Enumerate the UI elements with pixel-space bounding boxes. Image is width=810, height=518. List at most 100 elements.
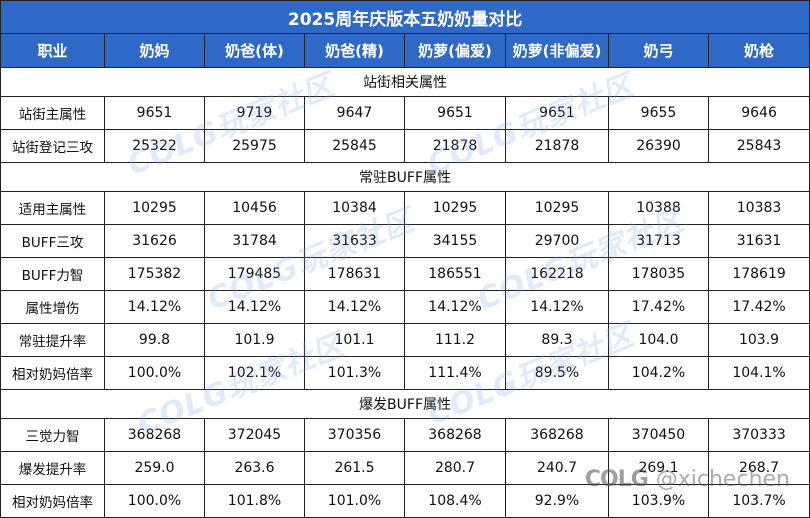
value-cell: 372045 <box>204 418 305 452</box>
value-cell: 259.0 <box>104 451 205 485</box>
value-cell: 370450 <box>608 418 709 452</box>
header-cell: 奶萝(非偏爱) <box>505 33 609 68</box>
table-row: 站街登记三攻 25322 25975 25845 21878 21878 26390 2584… <box>0 129 810 163</box>
value-cell: 89.3 <box>505 323 609 357</box>
header-cell: 奶爸(体) <box>204 33 305 68</box>
value-cell: 10295 <box>104 191 205 225</box>
value-cell: 25843 <box>707 129 810 163</box>
table-row: 常驻提升率 99.8 101.9 101.1 111.2 89.3 104.0 103.9 <box>0 323 810 357</box>
header-row: 职业 奶妈 奶爸(体) 奶爸(精) 奶萝(偏爱) 奶萝(非偏爱) 奶弓 奶枪 <box>0 33 810 68</box>
value-cell: 178631 <box>304 257 405 291</box>
value-cell: 268.7 <box>707 451 810 485</box>
header-cell: 奶弓 <box>608 33 709 68</box>
value-cell: 100.0% <box>104 484 205 518</box>
table-title: 2025周年庆版本五奶奶量对比 <box>0 0 810 34</box>
row-label: 相对奶妈倍率 <box>0 484 105 518</box>
row-label: BUFF力智 <box>0 257 105 291</box>
row-label: 适用主属性 <box>0 191 105 225</box>
value-cell: 9651 <box>505 96 609 130</box>
value-cell: 101.1 <box>304 323 405 357</box>
value-cell: 178035 <box>608 257 709 291</box>
value-cell: 175382 <box>104 257 205 291</box>
table-row: 相对奶妈倍率 100.0% 101.8% 101.0% 108.4% 92.9% 103.9… <box>0 484 810 518</box>
header-cell: 奶爸(精) <box>304 33 405 68</box>
value-cell: 10456 <box>204 191 305 225</box>
value-cell: 92.9% <box>505 484 609 518</box>
row-label: 站街主属性 <box>0 96 105 130</box>
value-cell: 31713 <box>608 224 709 258</box>
value-cell: 104.2% <box>608 356 709 390</box>
header-cell: 奶枪 <box>707 33 810 68</box>
value-cell: 21878 <box>505 129 609 163</box>
section-row: 常驻BUFF属性 <box>0 162 810 192</box>
header-cell: 奶妈 <box>104 33 205 68</box>
value-cell: 9719 <box>204 96 305 130</box>
value-cell: 261.5 <box>304 451 405 485</box>
value-cell: 178619 <box>707 257 810 291</box>
value-cell: 370333 <box>707 418 810 452</box>
value-cell: 99.8 <box>104 323 205 357</box>
value-cell: 240.7 <box>505 451 609 485</box>
section-title: 常驻BUFF属性 <box>0 162 810 192</box>
value-cell: 10383 <box>707 191 810 225</box>
value-cell: 10295 <box>404 191 506 225</box>
row-label: 相对奶妈倍率 <box>0 356 105 390</box>
value-cell: 21878 <box>404 129 506 163</box>
table-row: 站街主属性 9651 9719 9647 9651 9651 9655 9646 <box>0 96 810 130</box>
value-cell: 162218 <box>505 257 609 291</box>
header-cell-profession: 职业 <box>0 33 105 68</box>
row-label: 站街登记三攻 <box>0 129 105 163</box>
value-cell: 104.1% <box>707 356 810 390</box>
value-cell: 103.9 <box>707 323 810 357</box>
value-cell: 17.42% <box>707 290 810 324</box>
table-row: BUFF三攻 31626 31784 31633 34155 29700 31713 3163… <box>0 224 810 258</box>
value-cell: 370356 <box>304 418 405 452</box>
value-cell: 31633 <box>304 224 405 258</box>
value-cell: 179485 <box>204 257 305 291</box>
value-cell: 10388 <box>608 191 709 225</box>
value-cell: 108.4% <box>404 484 506 518</box>
value-cell: 9651 <box>104 96 205 130</box>
value-cell: 14.12% <box>304 290 405 324</box>
value-cell: 101.9 <box>204 323 305 357</box>
value-cell: 263.6 <box>204 451 305 485</box>
value-cell: 14.12% <box>204 290 305 324</box>
value-cell: 10384 <box>304 191 405 225</box>
value-cell: 14.12% <box>404 290 506 324</box>
table-row: 适用主属性 10295 10456 10384 10295 10295 10388 10383 <box>0 191 810 225</box>
section-row: 爆发BUFF属性 <box>0 389 810 419</box>
value-cell: 368268 <box>404 418 506 452</box>
value-cell: 9655 <box>608 96 709 130</box>
value-cell: 101.0% <box>304 484 405 518</box>
header-cell: 奶萝(偏爱) <box>404 33 506 68</box>
table-row: 爆发提升率 259.0 263.6 261.5 280.7 240.7 269.1 268.7 <box>0 451 810 485</box>
value-cell: 9651 <box>404 96 506 130</box>
value-cell: 26390 <box>608 129 709 163</box>
value-cell: 31784 <box>204 224 305 258</box>
section-title: 站街相关属性 <box>0 67 810 97</box>
value-cell: 101.8% <box>204 484 305 518</box>
value-cell: 111.4% <box>404 356 506 390</box>
value-cell: 103.9% <box>608 484 709 518</box>
table-row: 属性增伤 14.12% 14.12% 14.12% 14.12% 14.12% 17.42%… <box>0 290 810 324</box>
value-cell: 31631 <box>707 224 810 258</box>
value-cell: 111.2 <box>404 323 506 357</box>
table-row: 三觉力智 368268 372045 370356 368268 368268 370450… <box>0 418 810 452</box>
row-label: 三觉力智 <box>0 418 105 452</box>
table-row: BUFF力智 175382 179485 178631 186551 162218 1780… <box>0 257 810 291</box>
value-cell: 368268 <box>104 418 205 452</box>
value-cell: 14.12% <box>104 290 205 324</box>
value-cell: 9647 <box>304 96 405 130</box>
value-cell: 17.42% <box>608 290 709 324</box>
value-cell: 269.1 <box>608 451 709 485</box>
row-label: 属性增伤 <box>0 290 105 324</box>
value-cell: 102.1% <box>204 356 305 390</box>
value-cell: 29700 <box>505 224 609 258</box>
value-cell: 25975 <box>204 129 305 163</box>
value-cell: 280.7 <box>404 451 506 485</box>
value-cell: 101.3% <box>304 356 405 390</box>
value-cell: 368268 <box>505 418 609 452</box>
row-label: 爆发提升率 <box>0 451 105 485</box>
